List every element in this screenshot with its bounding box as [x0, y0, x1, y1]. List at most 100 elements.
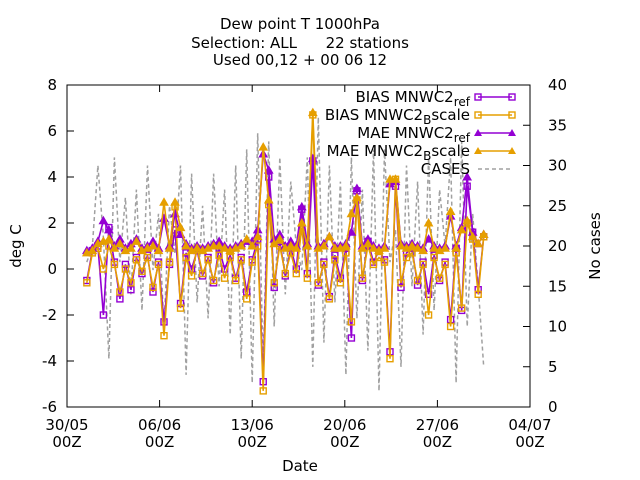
data-point: [115, 238, 125, 248]
data-point: [226, 253, 234, 262]
data-point: [346, 227, 357, 236]
data-point: [440, 243, 450, 252]
x-tick-label-hour: 00Z: [52, 433, 81, 451]
data-point: [342, 249, 350, 257]
x-tick-label-hour: 00Z: [330, 433, 359, 451]
data-point: [259, 387, 267, 395]
data-point: [241, 234, 252, 243]
legend-marker: [508, 147, 516, 154]
data-point: [198, 269, 207, 278]
legend-label: MAE MNWC2ref: [357, 124, 471, 145]
y2-tick-label: 35: [548, 116, 567, 134]
y-tick-label: 2: [47, 214, 57, 232]
data-point: [116, 288, 124, 296]
data-point: [473, 238, 484, 248]
data-point: [160, 332, 168, 340]
data-point: [462, 171, 473, 181]
plot-area: [81, 107, 489, 395]
y-tick-label: -6: [42, 398, 57, 416]
y2-tick-label: 20: [548, 237, 567, 255]
series-line-cases: [86, 117, 485, 391]
data-point: [138, 267, 146, 275]
data-point: [247, 240, 258, 250]
data-point: [170, 197, 180, 206]
y-tick-label: -4: [42, 352, 57, 370]
legend-marker: [474, 147, 482, 154]
data-point: [347, 318, 356, 326]
data-point: [219, 243, 230, 252]
data-point: [237, 256, 245, 264]
legend-label: MAE MNWC2Bscale: [327, 142, 470, 163]
data-point: [396, 240, 406, 250]
legend-entry: CASES: [421, 160, 512, 178]
data-point: [285, 240, 296, 250]
data-point: [109, 243, 120, 252]
data-point: [252, 231, 263, 241]
x-axis-label: Date: [282, 457, 318, 475]
data-point: [104, 234, 114, 243]
data-point: [324, 231, 335, 241]
data-point: [214, 240, 224, 250]
data-point: [116, 295, 124, 303]
y2-tick-label: 15: [548, 277, 567, 295]
data-point: [181, 240, 191, 250]
data-point: [187, 272, 196, 280]
data-point: [204, 256, 212, 264]
data-point: [148, 240, 158, 250]
data-point: [352, 183, 362, 192]
data-point: [390, 174, 401, 183]
data-point: [424, 311, 433, 319]
data-point: [407, 240, 417, 250]
legend-label: BIAS MNWC2ref: [355, 88, 470, 109]
data-point: [236, 240, 247, 250]
x-tick-label-hour: 00Z: [515, 433, 544, 451]
data-point: [149, 288, 157, 296]
data-point: [412, 243, 423, 252]
data-point: [430, 253, 438, 262]
legend-marker: [508, 93, 516, 101]
data-point: [296, 217, 307, 227]
y2-tick-label: 10: [548, 318, 567, 336]
data-point: [325, 295, 334, 303]
data-point: [143, 253, 152, 262]
data-point: [429, 243, 439, 252]
data-point: [127, 279, 135, 287]
data-point: [314, 279, 323, 287]
data-point: [331, 256, 339, 264]
title-line-1: Dew point T 1000hPa: [220, 15, 380, 33]
x-tick-label-date: 27/06: [416, 416, 459, 434]
data-point: [358, 274, 367, 282]
y2-axis-label: No cases: [586, 212, 604, 280]
legend-marker: [508, 111, 516, 119]
data-point: [413, 276, 422, 285]
data-point: [270, 279, 278, 287]
data-point: [110, 260, 119, 269]
x-tick-label-date: 04/07: [508, 416, 551, 434]
data-point: [99, 311, 108, 319]
data-point: [127, 286, 135, 294]
data-point: [165, 258, 174, 266]
x-tick-label-hour: 00Z: [238, 433, 267, 451]
data-point: [331, 251, 339, 259]
data-point: [220, 274, 229, 282]
data-point: [263, 194, 274, 204]
data-point: [397, 283, 405, 292]
y2-tick-label: 5: [548, 358, 558, 376]
y-tick-label: 6: [47, 122, 57, 140]
data-point: [446, 322, 455, 331]
legend-marker: [474, 93, 482, 101]
data-point: [121, 265, 130, 273]
data-point: [269, 238, 280, 248]
data-point: [175, 222, 186, 232]
data-point: [386, 355, 394, 363]
legend-marker: [508, 129, 516, 136]
data-point: [176, 304, 185, 312]
data-point: [242, 295, 251, 303]
data-point: [352, 192, 362, 202]
data-point: [98, 215, 109, 225]
data-point: [318, 240, 329, 250]
data-point: [363, 238, 373, 248]
data-point: [347, 334, 356, 342]
data-point: [379, 243, 390, 252]
